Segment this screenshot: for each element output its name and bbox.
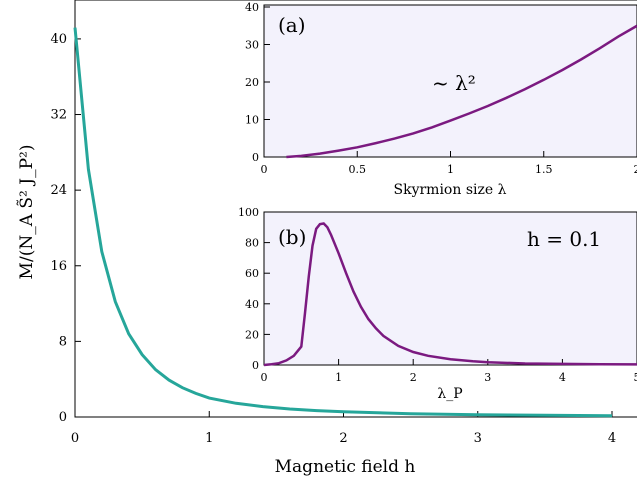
inset-a-annotation: ~ λ²: [432, 71, 476, 95]
inset-b-y-tick-label: 100: [238, 206, 259, 219]
inset-b-panel-tag: (b): [278, 225, 306, 249]
main-x-tick-label: 4: [608, 431, 616, 446]
main-y-tick-label: 32: [50, 108, 67, 123]
inset-b-y-tick-label: 20: [245, 328, 259, 341]
inset-a-background: [264, 5, 637, 157]
inset-b-x-ticks: 0 1 2 3 4 5: [261, 359, 637, 384]
main-plot-frame: [74, 0, 637, 418]
inset-a-y-ticks: 0 10 20 30 40: [245, 1, 270, 164]
main-series-line: [73, 27, 613, 418]
main-x-tick-label: 1: [205, 431, 213, 446]
inset-b-series-line: [263, 222, 637, 367]
inset-a-x-tick-label: 1: [447, 163, 454, 176]
main-y-tick-label: 0: [59, 410, 67, 425]
inset-a-y-tick-label: 20: [245, 76, 259, 89]
inset-a-y-tick-label: 10: [245, 114, 259, 127]
inset-b-x-tick-label: 5: [634, 371, 637, 384]
main-x-tick-label: 2: [339, 431, 347, 446]
inset-a: 0 0.5 1 1.5 2 0 10 20 30 40 (a) ~ λ² Skyrmion si…: [245, 1, 637, 198]
inset-b-annotation: h = 0.1: [527, 227, 601, 251]
inset-b-x-tick-label: 2: [410, 371, 417, 384]
inset-a-y-tick-label: 30: [245, 39, 259, 52]
inset-b-x-tick-label: 3: [484, 371, 491, 384]
inset-a-x-tick-label: 2: [634, 163, 637, 176]
inset-a-x-tick-label: 0: [261, 163, 268, 176]
inset-a-series-line: [286, 24, 637, 159]
inset-a-panel-tag: (a): [278, 13, 306, 37]
main-y-ticks: 0 8 16 24 32 40: [50, 32, 81, 425]
inset-b-x-tick-label: 0: [261, 371, 268, 384]
main-y-axis-label: M/(N_A S̃² J_P²): [17, 145, 37, 280]
inset-b-background: [264, 212, 637, 365]
inset-b-y-tick-label: 0: [252, 359, 259, 372]
main-y-tick-label: 40: [50, 32, 67, 47]
inset-b: 0 1 2 3 4 5 0 20 40 60 80 100 (b) h = 0.1 λ_P: [238, 206, 637, 402]
main-x-tick-label: 0: [71, 431, 79, 446]
inset-a-x-tick-label: 1.5: [535, 163, 553, 176]
inset-b-y-tick-label: 60: [245, 267, 259, 280]
main-x-axis-label: Magnetic field h: [275, 457, 416, 477]
inset-b-x-tick-label: 4: [559, 371, 566, 384]
main-y-tick-label: 16: [50, 259, 67, 274]
inset-b-y-tick-label: 40: [245, 298, 259, 311]
inset-a-x-axis-label: Skyrmion size λ: [394, 182, 507, 198]
inset-b-frame: [263, 211, 637, 366]
main-y-tick-label: 24: [50, 183, 67, 198]
main-x-tick-label: 3: [474, 431, 482, 446]
inset-a-x-tick-label: 0.5: [349, 163, 367, 176]
inset-b-y-tick-label: 80: [245, 237, 259, 250]
inset-a-x-ticks: 0 0.5 1 1.5 2: [261, 151, 637, 176]
inset-b-y-ticks: 0 20 40 60 80 100: [238, 206, 270, 372]
main-y-tick-label: 8: [59, 334, 67, 349]
inset-a-y-tick-label: 40: [245, 1, 259, 14]
inset-b-x-tick-label: 1: [335, 371, 342, 384]
inset-b-x-axis-label: λ_P: [437, 386, 462, 402]
inset-a-y-tick-label: 0: [252, 151, 259, 164]
